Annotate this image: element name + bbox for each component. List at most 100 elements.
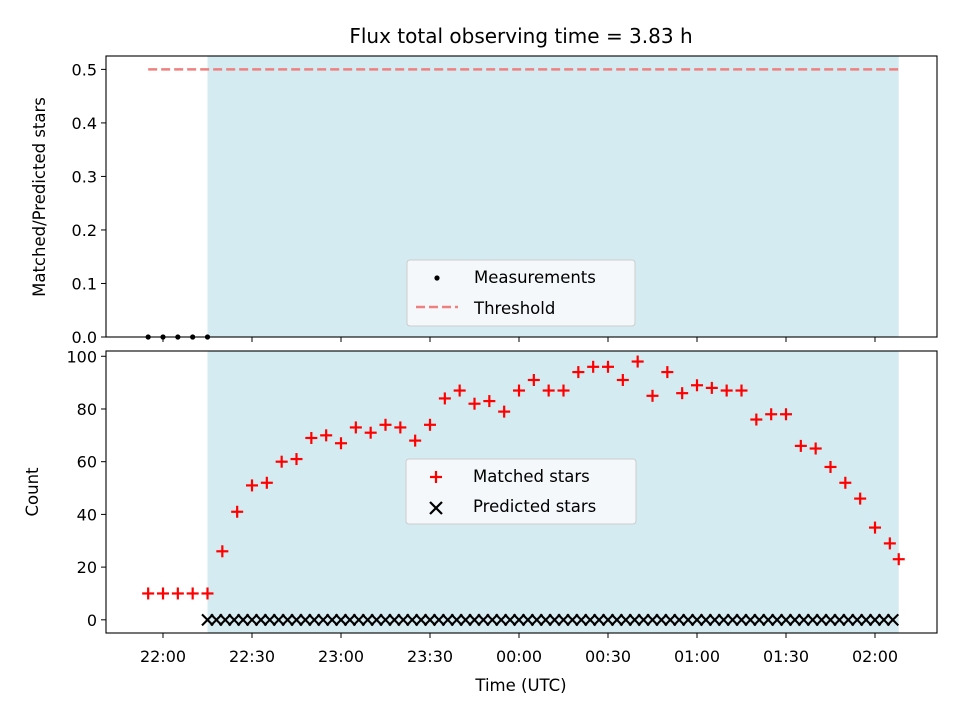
matched-star-point — [186, 587, 199, 600]
top-panel: 0.0 0.1 0.2 0.3 0.4 0.5 Matched/Predicted sta… — [30, 55, 938, 347]
predicted-star-point — [850, 613, 864, 627]
predicted-star-point — [583, 613, 597, 627]
predicted-star-point — [815, 613, 828, 627]
bottom-ytick-label-4: 80 — [77, 400, 97, 419]
bottom-x-axis-label: Time (UTC) — [474, 676, 566, 695]
predicted-star-point — [708, 613, 722, 627]
predicted-star-point — [414, 613, 428, 627]
legend-threshold-label: Threshold — [473, 299, 555, 318]
matched-star-point — [542, 384, 555, 397]
matched-star-point — [349, 421, 362, 434]
matched-star-point — [765, 408, 778, 421]
bottom-ytick-label-5: 100 — [66, 347, 97, 366]
predicted-star-point — [388, 613, 401, 627]
matched-star-point — [290, 453, 303, 466]
predicted-star-point — [227, 613, 241, 627]
predicted-star-point — [779, 613, 793, 627]
predicted-star-point — [575, 613, 588, 627]
matched-star-point — [839, 476, 852, 489]
legend-measurements-label: Measurements — [474, 268, 596, 287]
predicted-star-point — [566, 613, 579, 627]
predicted-star-point — [726, 613, 739, 627]
predicted-star-point — [405, 613, 419, 627]
predicted-star-point — [744, 613, 757, 627]
legend-measurements-marker — [434, 275, 440, 281]
matched-star-point — [424, 418, 436, 431]
matched-star-point — [854, 492, 867, 505]
predicted-star-point — [592, 613, 606, 627]
matched-star-point — [260, 476, 273, 489]
predicted-star-point — [735, 613, 748, 627]
matched-star-point — [780, 408, 792, 421]
predicted-star-point — [877, 613, 891, 627]
bottom-xtick-label-2: 23:00 — [318, 647, 364, 666]
bottom-xtick-label-8: 02:00 — [852, 647, 898, 666]
predicted-star-point — [717, 613, 730, 627]
matched-star-point — [720, 384, 733, 397]
matched-star-point — [676, 387, 689, 400]
matched-star-point — [305, 431, 318, 444]
predicted-star-point — [477, 613, 490, 627]
predicted-star-point — [681, 613, 695, 627]
bottom-axes-frame — [105, 350, 938, 634]
top-ytick-label-0: 0.0 — [72, 328, 97, 347]
bottom-y-axis-label: Count — [23, 467, 42, 517]
top-ytick-label-5: 0.5 — [72, 60, 97, 79]
predicted-star-point — [299, 613, 312, 627]
bottom-y-ticks: 0 20 40 60 80 100 — [66, 347, 106, 630]
matched-star-point — [572, 366, 585, 379]
predicted-star-point — [219, 613, 232, 627]
predicted-star-point — [833, 613, 846, 627]
matched-star-point — [246, 479, 258, 492]
predicted-star-point — [655, 613, 668, 627]
predicted-star-point — [797, 613, 811, 627]
predicted-star-point — [868, 613, 882, 627]
predicted-star-point — [245, 613, 259, 627]
predicted-star-point — [494, 613, 508, 627]
matched-star-point — [892, 553, 905, 566]
matched-star-point — [705, 381, 718, 394]
predicted-star-point — [672, 613, 686, 627]
bottom-ytick-label-0: 0 — [87, 611, 97, 630]
matched-star-point — [468, 397, 481, 410]
predicted-star-point — [770, 613, 784, 627]
bottom-xtick-label-4: 00:00 — [496, 647, 542, 666]
predicted-star-point — [690, 613, 704, 627]
matched-star-point — [409, 434, 422, 447]
matched-star-point — [557, 384, 570, 397]
predicted-star-point — [468, 613, 481, 627]
matched-star-point — [438, 392, 451, 405]
matched-star-point — [869, 521, 881, 534]
predicted-star-point — [761, 613, 775, 627]
legend-predicted-marker — [429, 501, 443, 515]
predicted-star-point — [361, 613, 374, 627]
matched-star-point — [142, 587, 155, 600]
predicted-star-point — [646, 613, 659, 627]
top-legend: Measurements Threshold — [406, 259, 636, 327]
predicted-star-point — [290, 613, 303, 627]
top-axes-frame — [105, 55, 938, 338]
predicted-star-point — [459, 613, 472, 627]
matched-star-point — [691, 379, 703, 392]
predicted-star-point — [201, 613, 214, 627]
matched-star-point — [646, 389, 659, 402]
bottom-ytick-label-3: 60 — [77, 453, 97, 472]
predicted-star-point — [788, 613, 802, 627]
predicted-star-point — [308, 613, 321, 627]
matched-star-point — [735, 384, 748, 397]
predicted-star-point — [628, 613, 641, 627]
predicted-star-point — [370, 613, 383, 627]
matched-star-point — [750, 413, 763, 426]
predicted-star-point — [441, 613, 455, 627]
matched-star-point — [513, 384, 525, 397]
matched-star-point — [201, 587, 214, 600]
predicted-star-point — [699, 613, 713, 627]
predicted-star-point — [379, 613, 392, 627]
predicted-star-point — [824, 613, 837, 627]
predicted-star-point — [334, 613, 348, 627]
matched-star-point — [883, 537, 896, 550]
matched-star-point — [335, 437, 347, 450]
matched-star-point — [216, 545, 229, 558]
predicted-star-point — [263, 613, 277, 627]
